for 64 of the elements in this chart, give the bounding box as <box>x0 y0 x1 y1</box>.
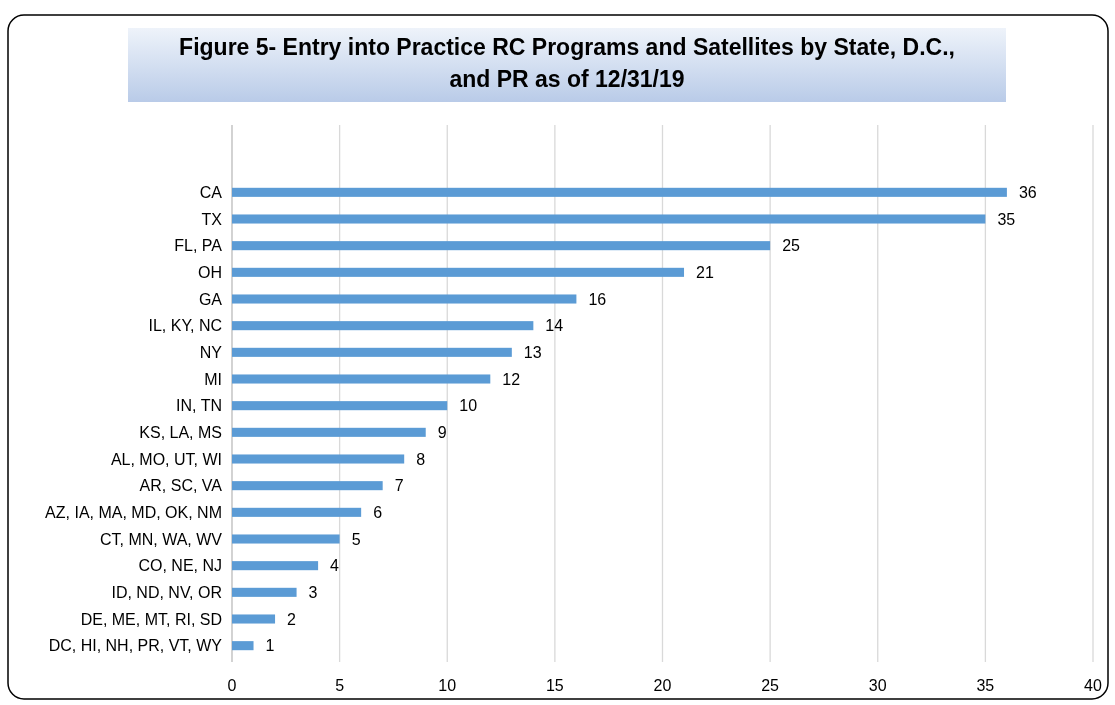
bar <box>232 481 383 491</box>
data-label: 10 <box>459 397 478 415</box>
bar <box>232 187 1007 197</box>
y-tick-label: DC, HI, NH, PR, VT, WY <box>48 637 223 655</box>
y-tick-label: IN, TN <box>176 397 222 415</box>
y-tick-label: OH <box>198 263 222 281</box>
data-label: 25 <box>782 237 801 255</box>
bar <box>232 374 491 384</box>
bar <box>232 321 534 331</box>
y-tick-label: CO, NE, NJ <box>138 557 222 575</box>
data-label: 16 <box>588 290 607 308</box>
bar <box>232 641 254 651</box>
y-tick-label: IL, KY, NC <box>148 317 222 335</box>
y-tick-label: AL, MO, UT, WI <box>110 450 222 468</box>
bar <box>232 587 297 597</box>
y-tick-label: MI <box>204 370 222 388</box>
bar <box>232 534 340 544</box>
x-tick-label: 30 <box>868 677 887 694</box>
data-label: 7 <box>394 477 404 495</box>
bar <box>232 454 405 464</box>
data-label: 2 <box>287 610 297 628</box>
y-tick-label: ID, ND, NV, OR <box>111 583 222 601</box>
bar <box>232 507 362 517</box>
x-tick-label: 40 <box>1084 677 1102 694</box>
data-label: 36 <box>1018 183 1037 201</box>
y-tick-label: FL, PA <box>174 237 223 255</box>
x-tick-label: 35 <box>976 677 995 694</box>
bar <box>232 214 986 224</box>
bar <box>232 561 319 571</box>
bar <box>232 347 512 357</box>
y-tick-label: CT, MN, WA, WV <box>99 530 223 548</box>
x-tick-label: 15 <box>545 677 564 694</box>
x-tick-label: 20 <box>653 677 672 694</box>
y-tick-label: GA <box>198 290 223 308</box>
data-label: 13 <box>523 343 542 361</box>
y-tick-label: TX <box>201 210 223 228</box>
bar <box>232 401 448 411</box>
chart-title: Figure 5- Entry into Practice RC Programs and Satellites by State, D.C., and PR as of 12/31/19 <box>179 34 955 92</box>
data-label: 6 <box>373 503 383 521</box>
bar <box>232 614 276 624</box>
y-tick-label: CA <box>199 183 223 201</box>
bar <box>232 427 426 437</box>
data-label: 8 <box>416 450 426 468</box>
data-label: 14 <box>545 317 564 335</box>
x-tick-label: 0 <box>227 677 237 694</box>
data-label: 1 <box>265 637 275 655</box>
data-label: 9 <box>437 423 447 441</box>
x-tick-label: 25 <box>761 677 780 694</box>
y-tick-label: NY <box>199 343 223 361</box>
data-label: 5 <box>351 530 361 548</box>
y-tick-label: DE, ME, MT, RI, SD <box>80 610 222 628</box>
data-label: 3 <box>308 583 318 601</box>
x-tick-label: 10 <box>438 677 457 694</box>
y-tick-label: AR, SC, VA <box>139 477 223 495</box>
data-label: 4 <box>330 557 340 575</box>
bar <box>232 241 771 251</box>
bar <box>232 294 577 304</box>
bar <box>232 267 685 277</box>
y-tick-label: AZ, IA, MA, MD, OK, NM <box>45 503 222 521</box>
x-tick-label: 5 <box>335 677 345 694</box>
data-label: 12 <box>502 370 521 388</box>
data-label: 21 <box>696 263 714 281</box>
data-label: 35 <box>997 210 1016 228</box>
y-tick-label: KS, LA, MS <box>139 423 222 441</box>
